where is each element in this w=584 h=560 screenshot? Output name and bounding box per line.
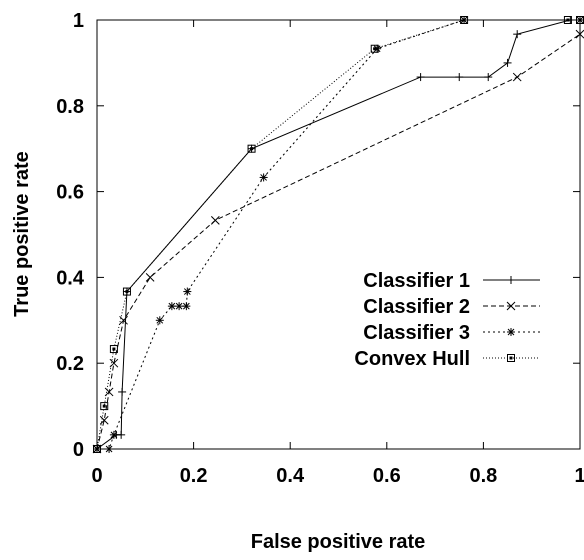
- legend-marker: [507, 276, 515, 284]
- data-point: [99, 415, 109, 425]
- series-line-classifier-2: [96, 33, 581, 450]
- series-line-classifier-3: [97, 19, 580, 450]
- data-point: [100, 402, 109, 411]
- legend-label: Convex Hull: [354, 348, 470, 370]
- data-point: [109, 345, 118, 354]
- data-point: [118, 387, 127, 396]
- data-point: [155, 316, 164, 325]
- data-point: [247, 144, 256, 153]
- data-point: [512, 72, 522, 82]
- series-line-classifier-1: [96, 19, 580, 450]
- axes: 0 0.2 0.4 0.6 0.8 1 0 0.2 0.4 0.6 0.8 1: [56, 10, 584, 487]
- x-tick-label: 0.6: [373, 465, 401, 487]
- y-tick-label: 0: [73, 439, 84, 461]
- y-tick-label: 0.2: [56, 353, 84, 375]
- legend-marker: [507, 354, 515, 362]
- data-point: [460, 16, 469, 24]
- y-tick-label: 0.4: [56, 267, 85, 289]
- y-tick-label: 0.8: [56, 96, 84, 118]
- data-point: [104, 387, 114, 397]
- x-tick-label: 0: [91, 465, 102, 487]
- legend: Classifier 1 Classifier 2 Classifier 3 Conv…: [354, 270, 540, 370]
- legend-marker: [506, 301, 516, 311]
- data-point: [563, 16, 572, 24]
- data-point: [513, 30, 522, 39]
- data-point: [503, 58, 512, 67]
- legend-item-classifier-2: Classifier 2: [363, 296, 540, 318]
- data-point: [117, 430, 126, 439]
- series-classifier-1: [93, 16, 584, 453]
- data-point: [370, 44, 379, 53]
- legend-label: Classifier 1: [363, 270, 470, 292]
- data-point: [119, 315, 128, 325]
- data-point: [167, 302, 176, 311]
- x-tick-label: 0.2: [180, 465, 208, 487]
- data-point: [183, 287, 192, 296]
- data-point: [455, 73, 464, 82]
- y-tick-label: 0.6: [56, 182, 84, 204]
- y-axis-label: True positive rate: [11, 151, 33, 317]
- legend-label: Classifier 3: [363, 322, 470, 344]
- x-axis-label: False positive rate: [251, 531, 426, 553]
- data-point: [109, 430, 118, 439]
- series-convex-hull: [93, 16, 584, 453]
- data-point: [575, 29, 584, 39]
- data-point: [259, 173, 268, 182]
- legend-marker: [507, 328, 515, 336]
- series-line-convex-hull: [96, 19, 580, 450]
- plot-area: [96, 19, 581, 450]
- series-classifier-2: [92, 29, 584, 454]
- legend-label: Classifier 2: [363, 296, 470, 318]
- legend-item-classifier-1: Classifier 1: [363, 270, 540, 292]
- data-point: [122, 287, 131, 296]
- data-point: [373, 44, 382, 53]
- data-point: [175, 302, 184, 311]
- x-tick-label: 1: [574, 465, 584, 487]
- data-point: [182, 302, 191, 311]
- legend-item-convex-hull: Convex Hull: [354, 348, 540, 370]
- plot-frame: [96, 19, 581, 450]
- data-point: [484, 73, 493, 82]
- data-point: [145, 273, 155, 282]
- x-tick-label: 0.8: [469, 465, 497, 487]
- data-point: [210, 215, 220, 225]
- x-tick-label: 0.4: [276, 465, 305, 487]
- data-point: [105, 445, 114, 453]
- series-layer: [92, 16, 584, 454]
- legend-item-classifier-3: Classifier 3: [363, 322, 540, 344]
- series-classifier-3: [93, 16, 584, 453]
- data-point: [416, 73, 425, 82]
- y-tick-label: 1: [73, 10, 84, 32]
